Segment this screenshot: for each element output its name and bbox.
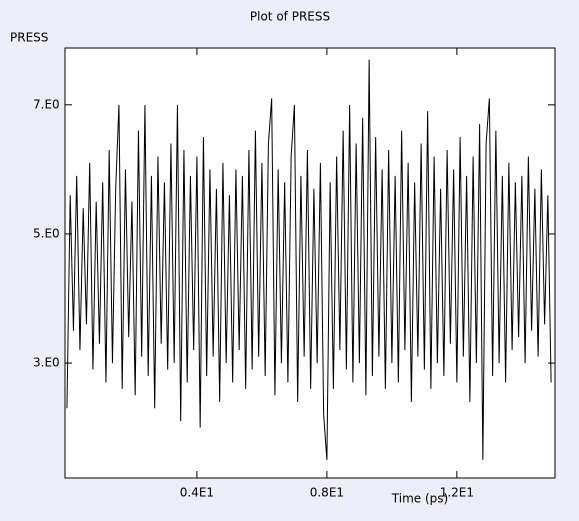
data-line — [66, 59, 552, 460]
x-axis-label: Time (ps) — [391, 492, 448, 506]
chart-title: Plot of PRESS — [250, 10, 330, 24]
y-tick-label: 7.E0 — [33, 97, 60, 111]
x-tick-label: 1.2E1 — [440, 486, 474, 500]
plot-area — [64, 47, 556, 479]
y-tick-label: 3.E0 — [33, 356, 60, 370]
y-axis-label: PRESS — [10, 31, 48, 45]
y-tick-label: 5.E0 — [33, 226, 60, 240]
x-tick-label: 0.4E1 — [180, 486, 214, 500]
x-tick-label: 0.8E1 — [310, 486, 344, 500]
